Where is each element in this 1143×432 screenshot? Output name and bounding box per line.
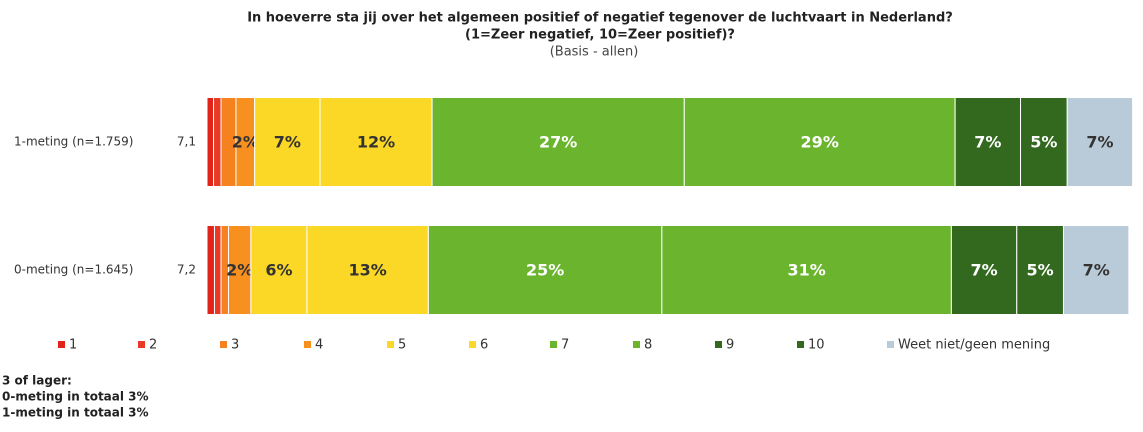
value-label: 7% xyxy=(274,133,301,152)
bar-segment xyxy=(427,225,663,315)
legend-swatch xyxy=(387,341,394,348)
value-label: 7% xyxy=(971,261,998,280)
value-label: 2% xyxy=(226,261,253,280)
legend-swatch xyxy=(550,341,557,348)
bar-segment xyxy=(954,97,1022,187)
value-label: 12% xyxy=(357,133,395,152)
legend-label: 4 xyxy=(315,338,323,353)
category-label: 1-meting (n=1.759) xyxy=(14,135,134,149)
bar-segment xyxy=(1016,225,1064,315)
legend-swatch xyxy=(633,341,640,348)
bar-segment xyxy=(683,97,956,187)
note: 3 of lager: xyxy=(2,374,72,388)
legend-label: 7 xyxy=(561,338,569,353)
chart-title: In hoeverre sta jij over het algemeen po… xyxy=(247,11,953,26)
bar-segment xyxy=(206,225,215,315)
legend-label: 9 xyxy=(726,338,734,353)
legend-swatch xyxy=(469,341,476,348)
legend-label: 1 xyxy=(69,338,77,353)
bar-segment xyxy=(950,225,1018,315)
legend-label: 10 xyxy=(808,338,825,353)
legend-label: Weet niet/geen mening xyxy=(898,338,1050,353)
value-label: 5% xyxy=(1027,261,1054,280)
bar-segment xyxy=(431,97,685,187)
value-label: 31% xyxy=(787,261,825,280)
bar-segment xyxy=(213,97,222,187)
bar-segment xyxy=(661,225,952,315)
legend-swatch xyxy=(138,341,145,348)
legend-label: 8 xyxy=(644,338,652,353)
value-label: 25% xyxy=(526,261,564,280)
bar-segment xyxy=(319,97,433,187)
category-label: 0-meting (n=1.645) xyxy=(14,263,134,277)
value-label: 29% xyxy=(801,133,839,152)
bar-segment xyxy=(213,225,222,315)
bar-segment xyxy=(1062,225,1130,315)
value-label: 27% xyxy=(539,133,577,152)
legend-label: 5 xyxy=(398,338,406,353)
legend-swatch xyxy=(58,341,65,348)
value-label: 7% xyxy=(1083,261,1110,280)
bar-segment xyxy=(1020,97,1068,187)
chart-title: (1=Zeer negatief, 10=Zeer positief)? xyxy=(465,28,735,43)
average-label: 7,2 xyxy=(177,263,196,277)
value-label: 7% xyxy=(974,133,1001,152)
chart-subtitle: (Basis - allen) xyxy=(550,45,639,60)
note: 1-meting in totaal 3% xyxy=(2,406,149,420)
value-label: 5% xyxy=(1030,133,1057,152)
average-label: 7,1 xyxy=(177,135,196,149)
bar-segment xyxy=(250,225,308,315)
legend-swatch xyxy=(887,341,894,348)
bar-segment xyxy=(1066,97,1134,187)
value-label: 6% xyxy=(265,261,292,280)
legend-swatch xyxy=(220,341,227,348)
legend-label: 2 xyxy=(149,338,157,353)
legend-label: 6 xyxy=(480,338,488,353)
value-label: 2% xyxy=(232,133,259,152)
note: 0-meting in totaal 3% xyxy=(2,390,149,404)
value-label: 7% xyxy=(1086,133,1113,152)
legend-swatch xyxy=(797,341,804,348)
legend-swatch xyxy=(715,341,722,348)
value-label: 13% xyxy=(348,261,386,280)
bar-segment xyxy=(206,97,215,187)
legend-label: 3 xyxy=(231,338,239,353)
legend-swatch xyxy=(304,341,311,348)
